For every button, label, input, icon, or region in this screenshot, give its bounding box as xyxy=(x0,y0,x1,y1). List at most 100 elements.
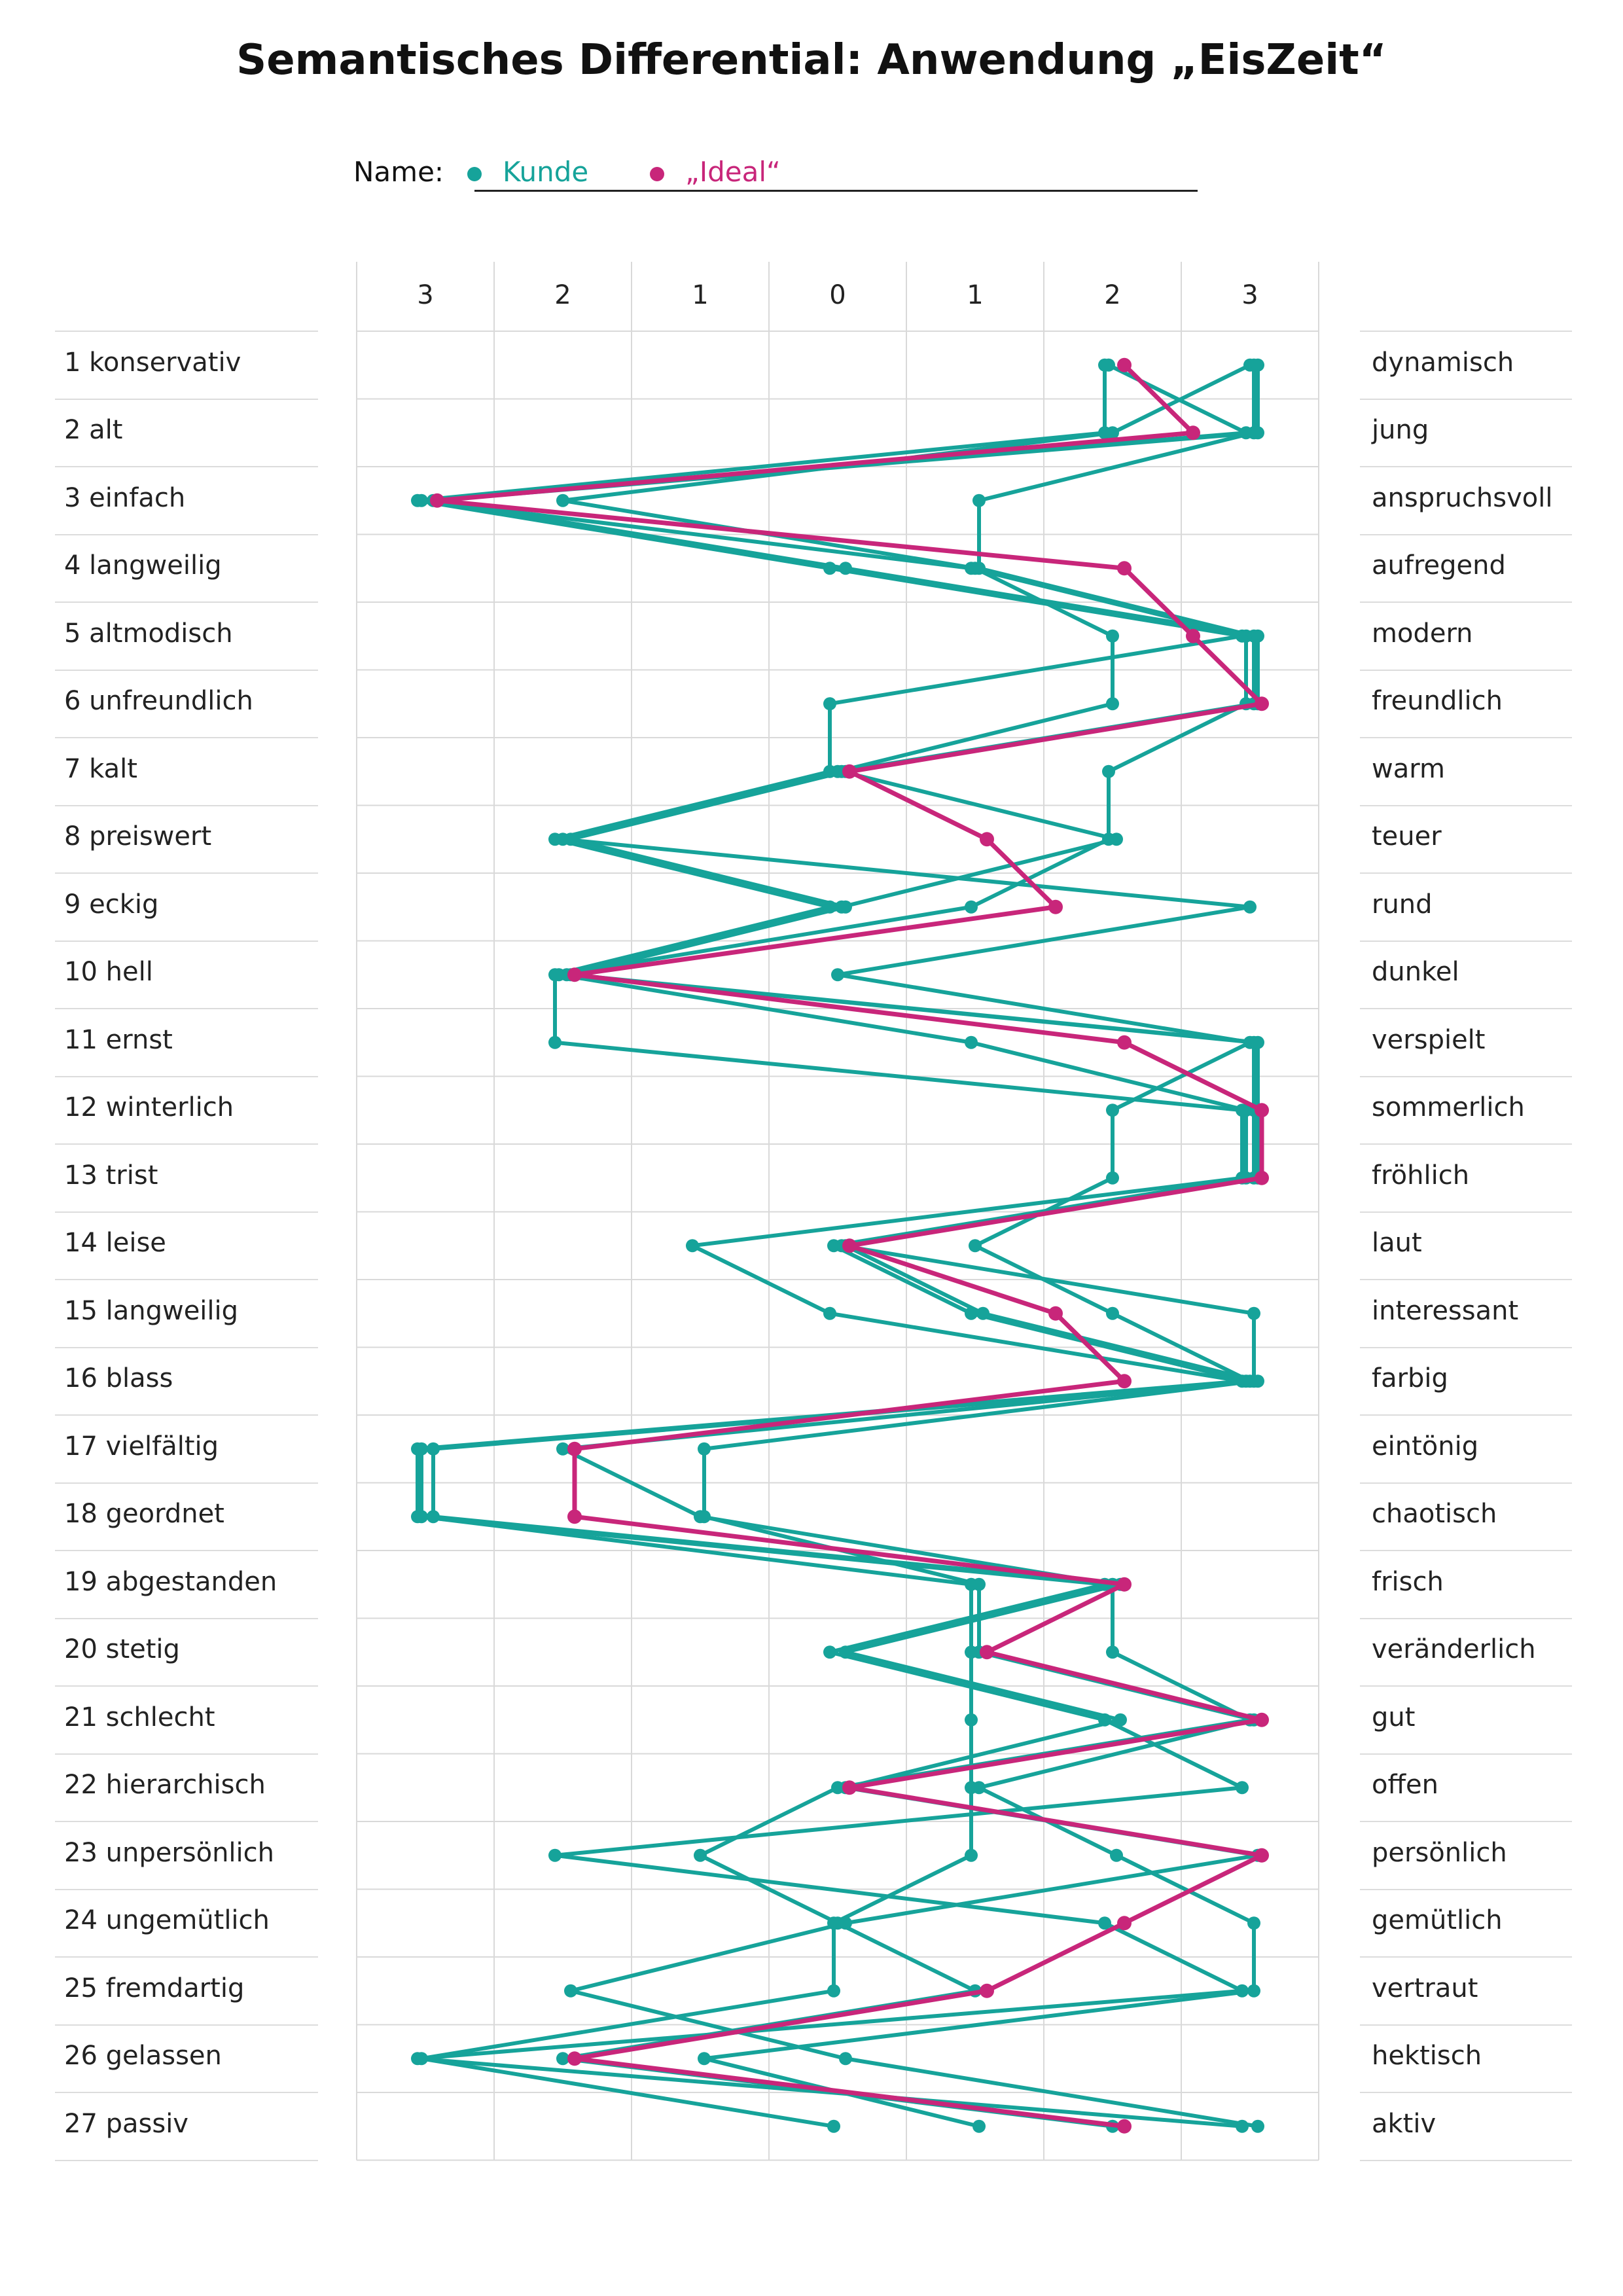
data-point xyxy=(1114,1713,1127,1727)
row-label-left: 16 blass xyxy=(64,1363,173,1394)
data-point xyxy=(965,900,978,914)
data-point xyxy=(823,1306,836,1320)
row-divider-left xyxy=(55,466,318,467)
row-divider-left xyxy=(55,1279,318,1280)
row-divider-right xyxy=(1360,466,1572,467)
row-divider-right xyxy=(1360,2159,1572,2161)
data-point xyxy=(698,1510,711,1524)
data-point xyxy=(556,493,569,507)
scale-label: 1 xyxy=(967,280,984,310)
row-divider-left xyxy=(55,2092,318,2093)
row-divider-right xyxy=(1360,398,1572,400)
row-label-right: gut xyxy=(1372,1702,1416,1732)
row-label-right: offen xyxy=(1372,1770,1438,1801)
row-label-left: 17 vielfältig xyxy=(64,1431,219,1462)
data-point xyxy=(980,832,994,847)
row-label-right: persönlich xyxy=(1372,1837,1507,1868)
data-point xyxy=(842,1780,857,1795)
data-point xyxy=(1102,764,1115,778)
row-label-left: 5 altmodisch xyxy=(64,618,233,649)
chart-series xyxy=(411,357,1269,2134)
row-label-left: 22 hierarchisch xyxy=(64,1770,266,1801)
data-point xyxy=(1255,1170,1269,1185)
row-divider-left xyxy=(55,601,318,603)
row-divider-right xyxy=(1360,1414,1572,1416)
data-point xyxy=(567,1441,582,1456)
series-kunde-1 xyxy=(415,358,1253,2133)
legend-kunde-marker xyxy=(467,167,482,181)
row-divider-right xyxy=(1360,1617,1572,1619)
data-point xyxy=(1117,561,1132,576)
data-point xyxy=(548,1848,562,1862)
legend-ideal-label: „Ideal“ xyxy=(685,156,781,188)
data-point xyxy=(1102,358,1115,372)
data-point xyxy=(1106,1306,1119,1320)
row-label-left: 4 langweilig xyxy=(64,550,222,581)
chart-grid xyxy=(356,262,1319,2161)
data-point xyxy=(839,2052,852,2066)
data-point xyxy=(1048,1306,1063,1321)
data-point xyxy=(694,1848,707,1862)
row-label-right: dunkel xyxy=(1372,957,1459,988)
row-divider-left xyxy=(55,533,318,535)
row-label-left: 15 langweilig xyxy=(64,1295,239,1326)
row-label-left: 12 winterlich xyxy=(64,1092,234,1123)
row-label-left: 10 hell xyxy=(64,957,153,988)
row-divider-right xyxy=(1360,1211,1572,1213)
row-divider-right xyxy=(1360,737,1572,738)
scale-label: 2 xyxy=(554,280,571,310)
data-point xyxy=(567,967,582,982)
data-point xyxy=(1117,1374,1132,1389)
scale-label: 0 xyxy=(829,280,846,310)
data-point xyxy=(965,1848,978,1862)
row-divider-left xyxy=(55,1956,318,1958)
scale-label: 1 xyxy=(692,280,709,310)
row-label-left: 25 fremdartig xyxy=(64,1973,245,2003)
data-point xyxy=(1117,1916,1132,1931)
row-divider-right xyxy=(1360,940,1572,942)
row-divider-left xyxy=(55,2024,318,2026)
row-label-left: 24 ungemütlich xyxy=(64,1905,270,1936)
row-divider-left xyxy=(55,1550,318,1551)
row-divider-right xyxy=(1360,1685,1572,1687)
data-point xyxy=(827,2119,840,2133)
row-label-right: freundlich xyxy=(1372,686,1503,717)
row-divider-right xyxy=(1360,1821,1572,1822)
data-point xyxy=(1255,1848,1269,1863)
data-point xyxy=(972,1781,986,1795)
series-kunde-3 xyxy=(560,358,1260,2133)
row-divider-left xyxy=(55,737,318,738)
data-point xyxy=(1106,697,1119,711)
row-label-left: 6 unfreundlich xyxy=(64,686,253,717)
data-point xyxy=(839,562,852,575)
data-point xyxy=(430,493,444,508)
row-label-left: 7 kalt xyxy=(64,753,137,784)
data-point xyxy=(1110,833,1123,846)
data-point xyxy=(1117,2119,1132,2134)
data-point xyxy=(1255,696,1269,711)
data-point xyxy=(1251,358,1264,372)
row-label-left: 21 schlecht xyxy=(64,1702,215,1732)
legend-ideal-marker xyxy=(650,167,664,181)
row-label-left: 13 trist xyxy=(64,1160,158,1191)
row-label-right: fröhlich xyxy=(1372,1160,1470,1191)
data-point xyxy=(1251,1035,1264,1049)
data-point xyxy=(567,1509,582,1524)
data-point xyxy=(1243,900,1257,914)
data-point xyxy=(1186,628,1200,643)
row-label-right: frisch xyxy=(1372,1566,1444,1597)
data-point xyxy=(698,1442,711,1456)
row-label-right: jung xyxy=(1372,415,1429,446)
data-point xyxy=(839,1645,852,1659)
data-point xyxy=(415,1442,428,1456)
row-divider-right xyxy=(1360,669,1572,671)
scale-label: 3 xyxy=(417,280,434,310)
row-divider-left xyxy=(55,1753,318,1755)
row-divider-left xyxy=(55,1414,318,1416)
row-label-right: interessant xyxy=(1372,1295,1519,1326)
data-point xyxy=(1110,1848,1123,1862)
row-label-left: 2 alt xyxy=(64,415,123,446)
row-divider-right xyxy=(1360,1346,1572,1348)
data-point xyxy=(548,1035,562,1049)
row-divider-left xyxy=(55,669,318,671)
